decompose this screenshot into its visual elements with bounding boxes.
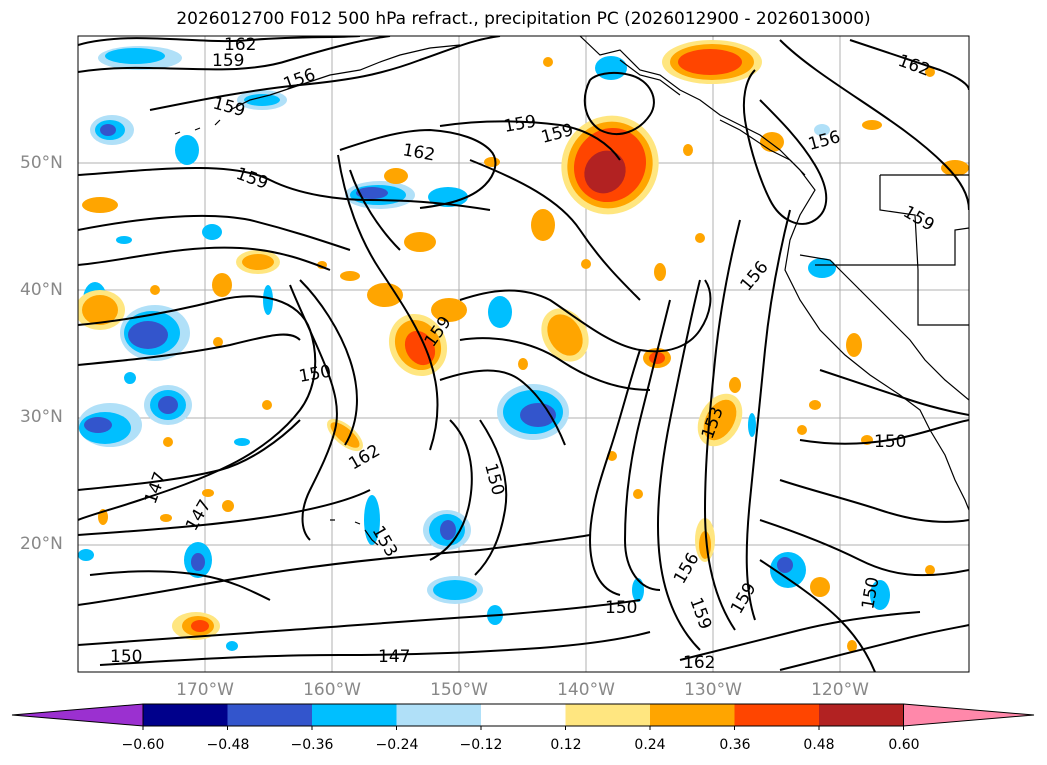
contour-label: 150 — [110, 647, 142, 667]
lon-label: 170°W — [176, 680, 234, 700]
colorbar-bin — [734, 704, 819, 726]
colorbar-tick-label: −0.60 — [121, 737, 165, 753]
colorbar-bin — [481, 704, 566, 726]
lon-label: 160°W — [303, 680, 361, 700]
graticule — [78, 36, 969, 672]
negative-precip-areas — [78, 46, 890, 651]
colorbar-tick-label: 0.24 — [634, 737, 666, 753]
positive-precip-areas — [78, 40, 969, 652]
lon-label: 120°W — [811, 680, 869, 700]
colorbar-bin — [312, 704, 397, 726]
map-frame — [77, 35, 970, 673]
colorbar-bin — [650, 704, 735, 726]
coastlines — [174, 36, 969, 546]
contour-label: 162 — [683, 653, 715, 673]
colorbar-extend-high — [903, 703, 1035, 727]
contour-label: 159 — [212, 51, 244, 71]
contour-label: 147 — [378, 647, 410, 667]
colorbar-tick-label: −0.12 — [459, 737, 503, 753]
chart-title: 2026012700 F012 500 hPa refract., precip… — [176, 9, 871, 29]
contour-label: 150 — [874, 432, 906, 452]
lat-label: 20°N — [20, 534, 63, 554]
colorbar-tick-label: −0.36 — [290, 737, 334, 753]
lat-label: 30°N — [20, 407, 63, 427]
colorbar-tick-label: 0.12 — [550, 737, 582, 753]
lat-label: 40°N — [20, 280, 63, 300]
contour-label: 150 — [605, 598, 637, 618]
lat-label: 50°N — [20, 153, 63, 173]
colorbar-bin — [565, 704, 650, 726]
lon-label: 140°W — [557, 680, 615, 700]
colorbar-bin — [819, 704, 904, 726]
colorbar-frame — [142, 703, 904, 727]
colorbar-tick-label: 0.60 — [888, 737, 920, 753]
colorbar-tick-label: −0.24 — [375, 737, 419, 753]
colorbar — [11, 703, 1035, 730]
contour-label: 162 — [224, 35, 256, 55]
refractivity-contours — [78, 36, 969, 672]
colorbar-tick-label: −0.48 — [206, 737, 250, 753]
colorbar-bin — [143, 704, 228, 726]
colorbar-tick-label: 0.36 — [719, 737, 751, 753]
colorbar-bin — [396, 704, 481, 726]
map-frame-bg — [78, 36, 969, 672]
colorbar-extend-low — [11, 703, 144, 727]
colorbar-tick-label: 0.48 — [803, 737, 835, 753]
lon-label: 130°W — [684, 680, 742, 700]
colorbar-bin — [227, 704, 312, 726]
lon-label: 150°W — [430, 680, 488, 700]
